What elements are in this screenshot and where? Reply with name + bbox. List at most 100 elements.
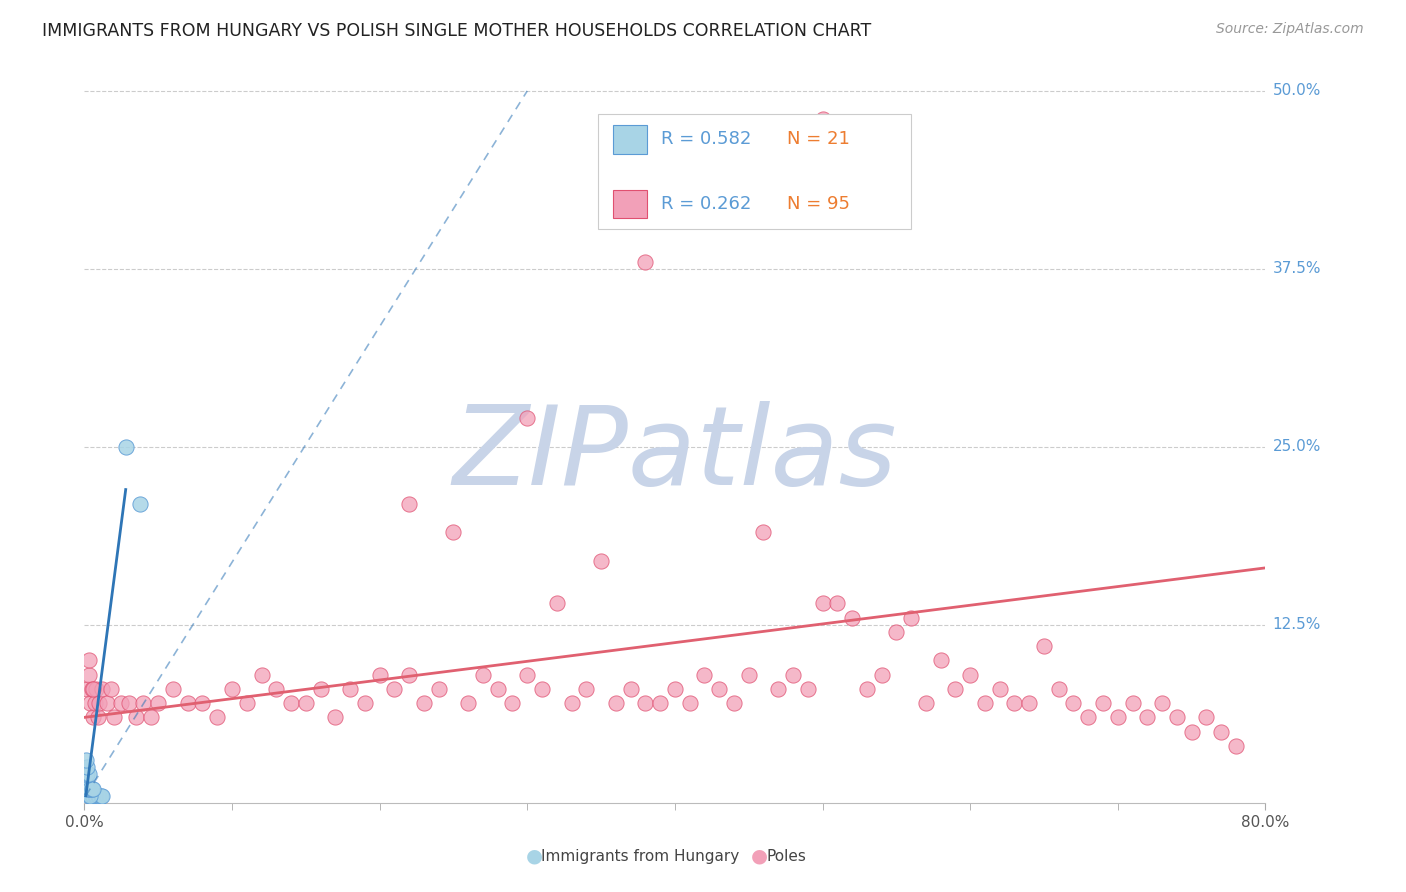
Point xyxy=(83,696,105,710)
Point xyxy=(929,653,952,667)
Point xyxy=(250,667,273,681)
Point xyxy=(295,696,318,710)
Point xyxy=(1077,710,1099,724)
Point xyxy=(118,696,141,710)
Point xyxy=(634,254,657,268)
Point xyxy=(309,681,332,696)
Point xyxy=(100,681,122,696)
Point xyxy=(1033,639,1056,653)
Point xyxy=(634,696,657,710)
Point xyxy=(1063,696,1085,710)
Text: Poles: Poles xyxy=(766,849,806,863)
Point xyxy=(856,681,879,696)
Point xyxy=(76,681,98,696)
Point xyxy=(398,497,420,511)
Point xyxy=(575,681,598,696)
Point xyxy=(82,710,104,724)
Point xyxy=(1166,710,1188,724)
Point xyxy=(368,667,391,681)
Point xyxy=(79,696,101,710)
FancyBboxPatch shape xyxy=(598,114,911,229)
Text: R = 0.582: R = 0.582 xyxy=(661,130,751,148)
Point xyxy=(811,112,834,127)
Point xyxy=(1122,696,1144,710)
Point xyxy=(870,667,893,681)
Point xyxy=(561,696,583,710)
Point xyxy=(84,681,107,696)
Point xyxy=(1004,696,1026,710)
Point xyxy=(77,653,100,667)
Point xyxy=(501,696,523,710)
Point xyxy=(103,710,125,724)
Point xyxy=(752,525,775,540)
Text: N = 95: N = 95 xyxy=(787,194,851,213)
Point xyxy=(96,696,118,710)
Point xyxy=(886,624,908,639)
Point xyxy=(91,681,114,696)
Point xyxy=(87,696,111,710)
Point xyxy=(709,681,731,696)
Point xyxy=(76,781,98,796)
Text: ●: ● xyxy=(751,847,768,866)
Point xyxy=(516,411,538,425)
Point xyxy=(266,681,288,696)
Point xyxy=(679,696,702,710)
Text: Source: ZipAtlas.com: Source: ZipAtlas.com xyxy=(1216,22,1364,37)
Point xyxy=(782,667,804,681)
Text: 12.5%: 12.5% xyxy=(1272,617,1322,632)
Point xyxy=(427,681,450,696)
Text: N = 21: N = 21 xyxy=(787,130,851,148)
Point xyxy=(148,696,170,710)
Point xyxy=(139,710,162,724)
Point xyxy=(82,789,104,803)
Point xyxy=(80,789,103,803)
Point xyxy=(1107,710,1129,724)
Point xyxy=(413,696,436,710)
Point xyxy=(80,781,103,796)
Point xyxy=(162,681,184,696)
Point xyxy=(516,667,538,681)
Text: IMMIGRANTS FROM HUNGARY VS POLISH SINGLE MOTHER HOUSEHOLDS CORRELATION CHART: IMMIGRANTS FROM HUNGARY VS POLISH SINGLE… xyxy=(42,22,872,40)
Point xyxy=(77,767,100,781)
Text: 25.0%: 25.0% xyxy=(1272,440,1322,454)
Point xyxy=(84,789,107,803)
Point xyxy=(650,696,672,710)
Point xyxy=(207,710,229,724)
Point xyxy=(1181,724,1204,739)
Point xyxy=(77,667,100,681)
Point xyxy=(191,696,214,710)
Point xyxy=(1150,696,1173,710)
Point xyxy=(486,681,509,696)
Point xyxy=(80,681,103,696)
Point xyxy=(77,789,100,803)
Point xyxy=(87,789,111,803)
Point xyxy=(546,597,568,611)
Point xyxy=(457,696,479,710)
Point xyxy=(82,681,104,696)
Point xyxy=(988,681,1011,696)
Text: 50.0%: 50.0% xyxy=(1272,84,1322,98)
Point xyxy=(91,789,114,803)
Point xyxy=(75,753,97,767)
Point xyxy=(177,696,200,710)
Point xyxy=(797,681,820,696)
Point xyxy=(634,127,657,141)
Point xyxy=(86,789,108,803)
Point xyxy=(221,681,243,696)
Point xyxy=(76,767,98,781)
Point xyxy=(591,554,613,568)
Point xyxy=(132,696,155,710)
Text: ●: ● xyxy=(526,847,543,866)
Point xyxy=(236,696,259,710)
Text: ZIPatlas: ZIPatlas xyxy=(453,401,897,508)
Point xyxy=(605,696,627,710)
Point xyxy=(86,710,108,724)
Point xyxy=(841,610,863,624)
Point xyxy=(811,597,834,611)
Point xyxy=(110,696,132,710)
Point xyxy=(443,525,465,540)
Point xyxy=(1195,710,1218,724)
Point xyxy=(83,789,105,803)
Point xyxy=(325,710,347,724)
Point xyxy=(339,681,361,696)
